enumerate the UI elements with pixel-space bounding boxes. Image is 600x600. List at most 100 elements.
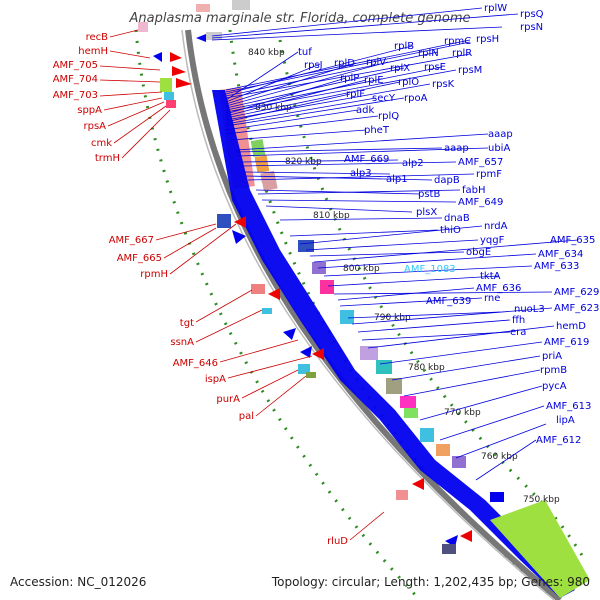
gene-label: alp2 (402, 158, 424, 169)
gene-label: rpmC (444, 36, 471, 47)
gene-label: AMF_705 (53, 60, 98, 71)
gc-dotted-rings (134, 29, 587, 600)
gene-label: cmk (91, 138, 112, 149)
gene-label: hemD (556, 321, 586, 332)
gene-label: AMF_704 (53, 74, 98, 85)
gene-label: tuf (298, 47, 312, 58)
gene-label: dapB (434, 175, 460, 186)
gene-label: tgt (180, 318, 194, 329)
gene-label: alp1 (386, 174, 408, 185)
gene-label: hemH (78, 46, 108, 57)
gene-label: rpsK (432, 79, 455, 90)
gene-label: rplD (334, 58, 355, 69)
gene-label: AMF_623 (554, 303, 599, 314)
gene-label: nuoL3 (514, 304, 545, 315)
left-labels: recB hemH AMF_705 AMF_704 AMF_703 sppA r… (53, 29, 385, 547)
gene-label: thiO (440, 225, 461, 236)
gene-label: ubiA (488, 143, 510, 154)
gene-label: AMF_669 (344, 154, 389, 165)
gene-label: AMF_639 (426, 296, 471, 307)
gene-label: rplN (418, 48, 439, 59)
gene-label: rpsH (476, 34, 499, 45)
accession-label: Accession: NC_012026 (10, 575, 146, 589)
gene-label: AMF_636 (476, 283, 521, 294)
gene-label: aaap (488, 129, 513, 140)
tick-label: 750 kbp (523, 495, 560, 505)
tick-label: 820 kbp (285, 157, 322, 167)
gene-label: adk (356, 105, 374, 116)
tick-label: 840 kbp (248, 48, 285, 58)
gene-label: aaap (444, 143, 469, 154)
gene-label: AMF_665 (117, 253, 162, 264)
gene-label: rpoA (404, 93, 428, 104)
gene-label: pycA (542, 381, 567, 392)
gene-label: rpsM (458, 65, 482, 76)
gene-label: rpsA (83, 121, 106, 132)
feature-band (138, 0, 278, 192)
gene-label: rplB (394, 41, 414, 52)
gene-label: ssnA (170, 337, 194, 348)
gene-label: AMF_612 (536, 435, 581, 446)
gene-label: purA (216, 394, 240, 405)
gene-label: rpsQ (520, 9, 544, 20)
gene-label: AMF_667 (109, 235, 154, 246)
gene-label: rplP (340, 73, 359, 84)
gene-label: rplE (364, 75, 384, 86)
gene-label: rpsE (424, 62, 446, 73)
gene-label: rplQ (378, 111, 399, 122)
gene-label: AMF_703 (53, 90, 98, 101)
gene-label: AMF_646 (173, 358, 218, 369)
tick-label: 780 kbp (408, 363, 445, 373)
topology-label: Topology: circular; Length: 1,202,435 bp… (271, 575, 590, 589)
gene-label: lipA (556, 415, 575, 426)
gene-label: AMF_633 (534, 261, 579, 272)
gene-label: AMF_613 (546, 401, 591, 412)
gene-label: AMF_649 (458, 197, 503, 208)
gene-label: rpmF (476, 169, 502, 180)
gene-label: rpmH (140, 269, 168, 280)
gene-label: rplO (398, 77, 419, 88)
gene-label: AMF_635 (550, 235, 595, 246)
gene-label: ffh (512, 315, 525, 326)
gene-label: recB (86, 32, 109, 43)
forward-cds-track (153, 34, 575, 598)
gene-label: AMF_657 (458, 157, 503, 168)
gene-label: rpmB (540, 365, 567, 376)
right-label-text: rplW rpsQ rpsN rpmC rpsH rplB rplN rplR … (298, 3, 599, 446)
genome-backbone (185, 29, 562, 600)
gene-label: alp3 (350, 168, 372, 179)
gene-label: fabH (462, 185, 486, 196)
map-title: Anaplasma marginale str. Florida, comple… (129, 11, 471, 26)
right-labels (211, 7, 579, 481)
gene-label: rplR (452, 48, 472, 59)
gene-label: rplV (366, 57, 386, 68)
gene-label: secY (372, 93, 396, 104)
tick-label: 760 kbp (481, 452, 518, 462)
gene-label: rplX (390, 63, 410, 74)
gene-label: era (510, 327, 526, 338)
gene-label: trmH (95, 153, 120, 164)
gene-label: sppA (77, 105, 102, 116)
tick-label: 810 kbp (313, 211, 350, 221)
tick-label: 770 kbp (444, 408, 481, 418)
mid-track-blocks (298, 240, 590, 598)
gene-label: rplW (484, 3, 507, 14)
gene-label: AMF_634 (538, 249, 583, 260)
gene-label: rluD (327, 536, 348, 547)
gene-label: obgE (466, 247, 491, 258)
gene-label: rne (484, 293, 500, 304)
gene-label: rpsN (520, 22, 543, 33)
gene-label: plsX (416, 207, 437, 218)
gene-label: dnaB (444, 213, 470, 224)
gene-label-highlighted: AMF_1083 (404, 264, 456, 275)
gene-label: pal (239, 411, 254, 422)
gene-label: AMF_619 (544, 337, 589, 348)
gene-label: pheT (364, 125, 390, 136)
gene-label: rpsJ (304, 60, 323, 71)
reverse-cds-track (160, 52, 472, 542)
gene-label: rplF (346, 89, 365, 100)
gene-label: yqgF (480, 235, 505, 246)
gene-label: priA (542, 351, 562, 362)
gene-label: pstB (418, 189, 440, 200)
